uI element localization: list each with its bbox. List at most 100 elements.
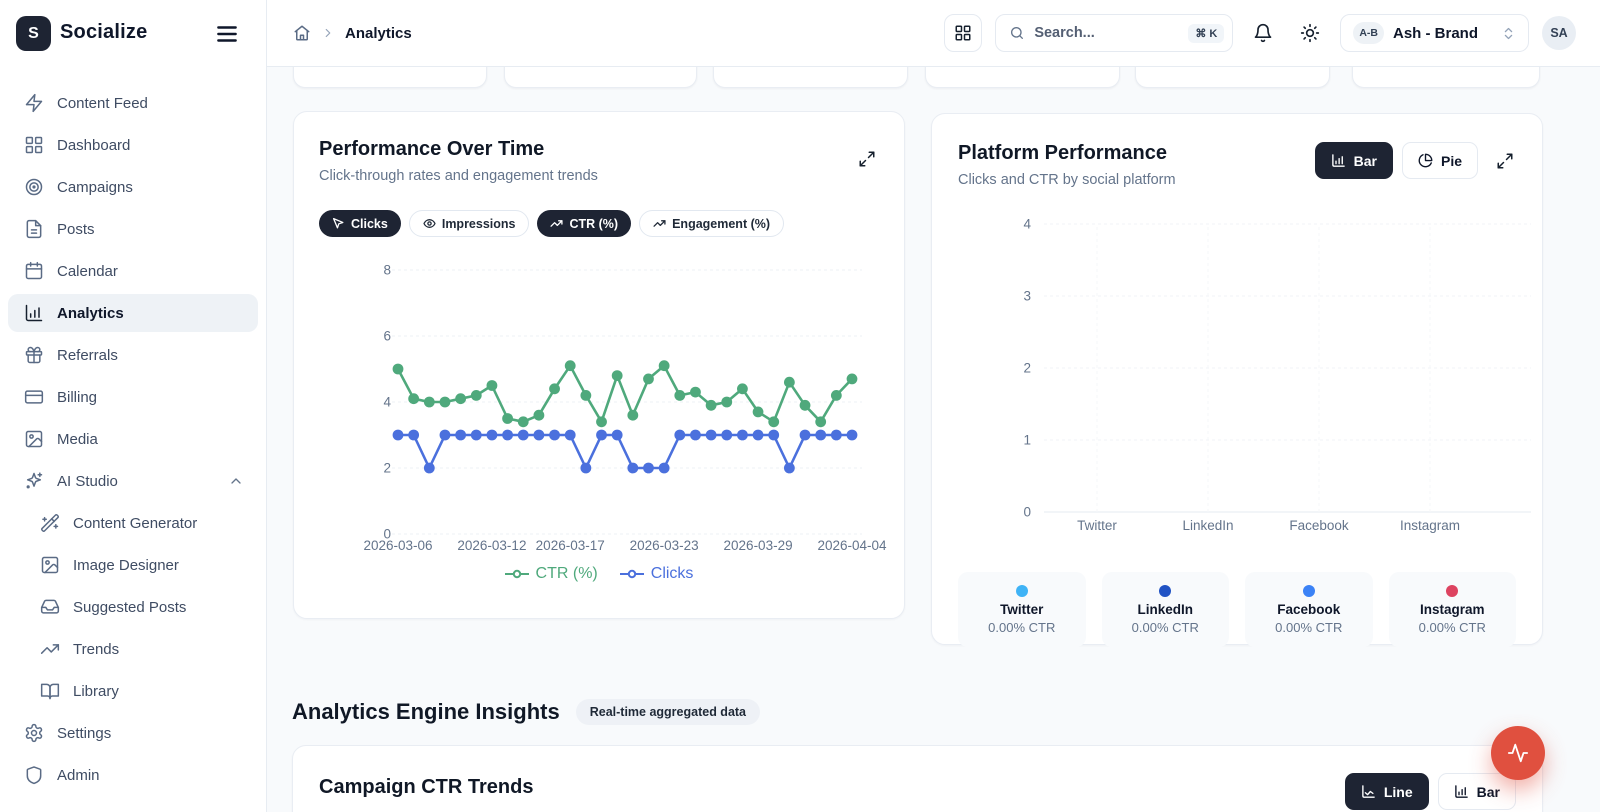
platform-name: Facebook: [1277, 601, 1341, 617]
layout-grid-icon: [954, 24, 972, 42]
metric-chip-label: Impressions: [441, 216, 516, 231]
performance-line-chart: 0 2 4 6 8 2026-03-06 2026-03-12 2026-03-17 2026-…: [363, 263, 887, 554]
expand-icon[interactable]: [858, 150, 876, 168]
metric-chip-clicks[interactable]: Clicks: [319, 210, 401, 237]
metric-chip-impressions[interactable]: Impressions: [408, 210, 530, 237]
toggle-label: Bar: [1353, 152, 1377, 169]
sidebar-item-suggested-posts[interactable]: Suggested Posts: [8, 588, 258, 626]
sidebar-item-ai-studio[interactable]: AI Studio: [8, 462, 258, 500]
toggle-label: Bar: [1476, 783, 1500, 800]
sidebar-item-label: AI Studio: [57, 472, 118, 490]
brand-name: Ash - Brand: [1392, 24, 1478, 42]
sidebar-nav: Content Feed Dashboard Campaigns Posts Calen…: [0, 84, 266, 798]
sidebar-item-content-generator[interactable]: Content Generator: [8, 504, 258, 542]
platform-ctr-value: 0.00% CTR: [1418, 619, 1486, 635]
layout-grid-icon: [24, 135, 44, 155]
svg-text:2026-03-17: 2026-03-17: [536, 538, 605, 553]
legend-label: Clicks: [650, 565, 694, 582]
svg-text:8: 8: [383, 263, 391, 278]
user-avatar[interactable]: SA: [1542, 16, 1576, 50]
legend-item-clicks[interactable]: Clicks: [619, 565, 694, 583]
sidebar-item-admin[interactable]: Admin: [8, 756, 258, 794]
search-input[interactable]: [1034, 25, 1175, 41]
platform-performance-card: Platform Performance Clicks and CTR by s…: [931, 113, 1543, 647]
sidebar-item-campaigns[interactable]: Campaigns: [8, 168, 258, 206]
svg-text:2: 2: [383, 461, 391, 476]
settings-icon: [24, 723, 44, 743]
sidebar-item-referrals[interactable]: Referrals: [8, 336, 258, 374]
svg-text:2: 2: [1023, 361, 1031, 376]
sidebar-item-label: Media: [57, 430, 98, 448]
sidebar-item-trends[interactable]: Trends: [8, 630, 258, 668]
campaign-view-line-button[interactable]: Line: [1344, 773, 1429, 810]
topbar-actions: ⌘ K A-B Ash - Brand SA: [944, 14, 1600, 52]
sidebar-item-settings[interactable]: Settings: [8, 714, 258, 752]
platform-color-dot: [1302, 584, 1315, 597]
platform-view-pie-button[interactable]: Pie: [1401, 142, 1478, 179]
breadcrumb: Analytics: [267, 24, 412, 42]
legend-marker: [619, 569, 644, 579]
inbox-icon: [40, 597, 60, 617]
platform-color-dot: [1446, 584, 1459, 597]
platform-stat-facebook: Facebook 0.00% CTR: [1245, 572, 1373, 647]
mouse-pointer-icon: [332, 217, 345, 230]
chevrons-up-down-icon: [1501, 26, 1516, 41]
app-logo: S: [16, 16, 51, 51]
platform-stat-instagram: Instagram 0.00% CTR: [1388, 572, 1516, 647]
metric-chip-label: Engagement (%): [672, 216, 771, 231]
sidebar-item-label: Admin: [57, 766, 100, 784]
legend-item-ctr[interactable]: CTR (%): [504, 565, 598, 583]
sidebar-item-label: Posts: [57, 220, 95, 238]
sidebar-item-label: Library: [73, 682, 119, 700]
sidebar-item-dashboard[interactable]: Dashboard: [8, 126, 258, 164]
menu-icon[interactable]: [214, 21, 240, 47]
platform-stat-row: Twitter 0.00% CTR LinkedIn 0.00% CTR Faceboo…: [958, 572, 1516, 647]
svg-text:2026-04-04: 2026-04-04: [817, 538, 887, 553]
activity-fab-button[interactable]: [1491, 726, 1545, 780]
metric-chip-label: Clicks: [351, 216, 388, 231]
sidebar-item-analytics[interactable]: Analytics: [8, 294, 258, 332]
svg-text:0: 0: [383, 527, 391, 542]
platform-ctr-value: 0.00% CTR: [1131, 619, 1199, 635]
insights-section-header: Analytics Engine Insights Real-time aggr…: [292, 699, 761, 725]
performance-card-subtitle: Click-through rates and engagement trend…: [319, 168, 598, 184]
theme-toggle-button[interactable]: [1293, 16, 1327, 50]
zap-icon: [24, 93, 44, 113]
insights-badge: Real-time aggregated data: [575, 699, 761, 725]
sidebar-item-image-designer[interactable]: Image Designer: [8, 546, 258, 584]
credit-card-icon: [24, 387, 44, 407]
gift-icon: [24, 345, 44, 365]
sidebar-item-billing[interactable]: Billing: [8, 378, 258, 416]
sidebar-item-content-feed[interactable]: Content Feed: [8, 84, 258, 122]
calendar-icon: [24, 261, 44, 281]
campaign-view-bar-button[interactable]: Bar: [1437, 773, 1516, 810]
metric-chip-engagement[interactable]: Engagement (%): [639, 210, 785, 237]
metric-chip-ctr[interactable]: CTR (%): [537, 210, 632, 237]
expand-icon[interactable]: [1496, 152, 1514, 170]
platform-card-subtitle: Clicks and CTR by social platform: [958, 172, 1176, 188]
eye-icon: [423, 217, 436, 230]
sidebar-item-library[interactable]: Library: [8, 672, 258, 710]
platform-view-bar-button[interactable]: Bar: [1314, 142, 1393, 179]
shield-icon: [24, 765, 44, 785]
home-icon[interactable]: [293, 24, 311, 42]
sidebar-item-label: Dashboard: [57, 136, 131, 154]
svg-text:4: 4: [383, 395, 391, 410]
svg-text:6: 6: [383, 329, 391, 344]
book-open-icon: [40, 681, 60, 701]
toggle-label: Line: [1383, 783, 1413, 800]
sidebar-item-label: Referrals: [57, 346, 118, 364]
sidebar-item-calendar[interactable]: Calendar: [8, 252, 258, 290]
line-chart-icon: [1361, 784, 1376, 799]
pie-chart-icon: [1418, 153, 1433, 168]
brand-selector[interactable]: A-B Ash - Brand: [1340, 14, 1529, 52]
sidebar-item-media[interactable]: Media: [8, 420, 258, 458]
platform-ctr-value: 0.00% CTR: [988, 619, 1056, 635]
apps-button[interactable]: [944, 14, 983, 52]
sidebar-item-posts[interactable]: Posts: [8, 210, 258, 248]
notifications-button[interactable]: [1246, 16, 1280, 50]
bar-chart-icon: [1454, 784, 1469, 799]
bell-icon: [1253, 23, 1273, 43]
platform-color-dot: [1015, 584, 1028, 597]
